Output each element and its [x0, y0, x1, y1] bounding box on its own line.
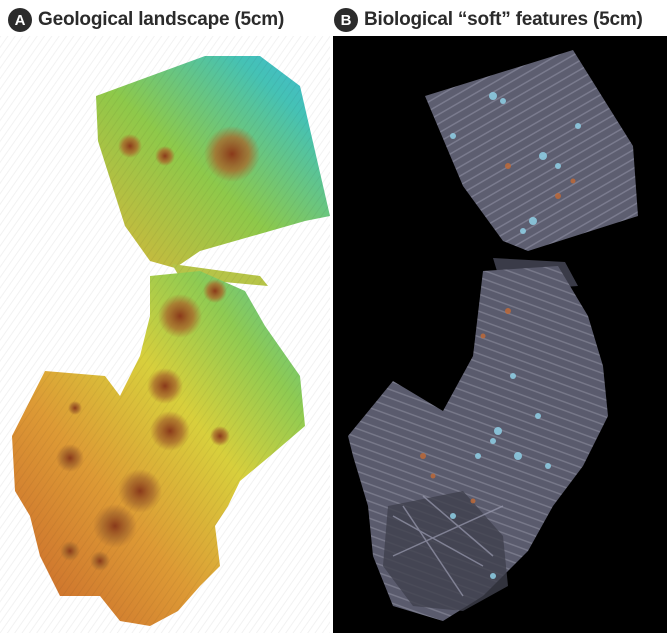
panel-b-header: B Biological “soft” features (5cm)	[334, 6, 643, 34]
panel-a-header: A Geological landscape (5cm)	[8, 6, 284, 34]
panel-b-badge: B	[334, 8, 358, 32]
orthomosaic-image	[333, 36, 667, 633]
bathymetry-image	[0, 36, 330, 633]
biological-features-map	[333, 36, 667, 633]
panel-b-title: Biological “soft” features (5cm)	[364, 9, 643, 30]
upper-mosaic-area	[425, 50, 638, 251]
panel-a-badge: A	[8, 8, 32, 32]
geological-landscape-map	[0, 36, 330, 633]
panel-a-title: Geological landscape (5cm)	[38, 9, 285, 30]
